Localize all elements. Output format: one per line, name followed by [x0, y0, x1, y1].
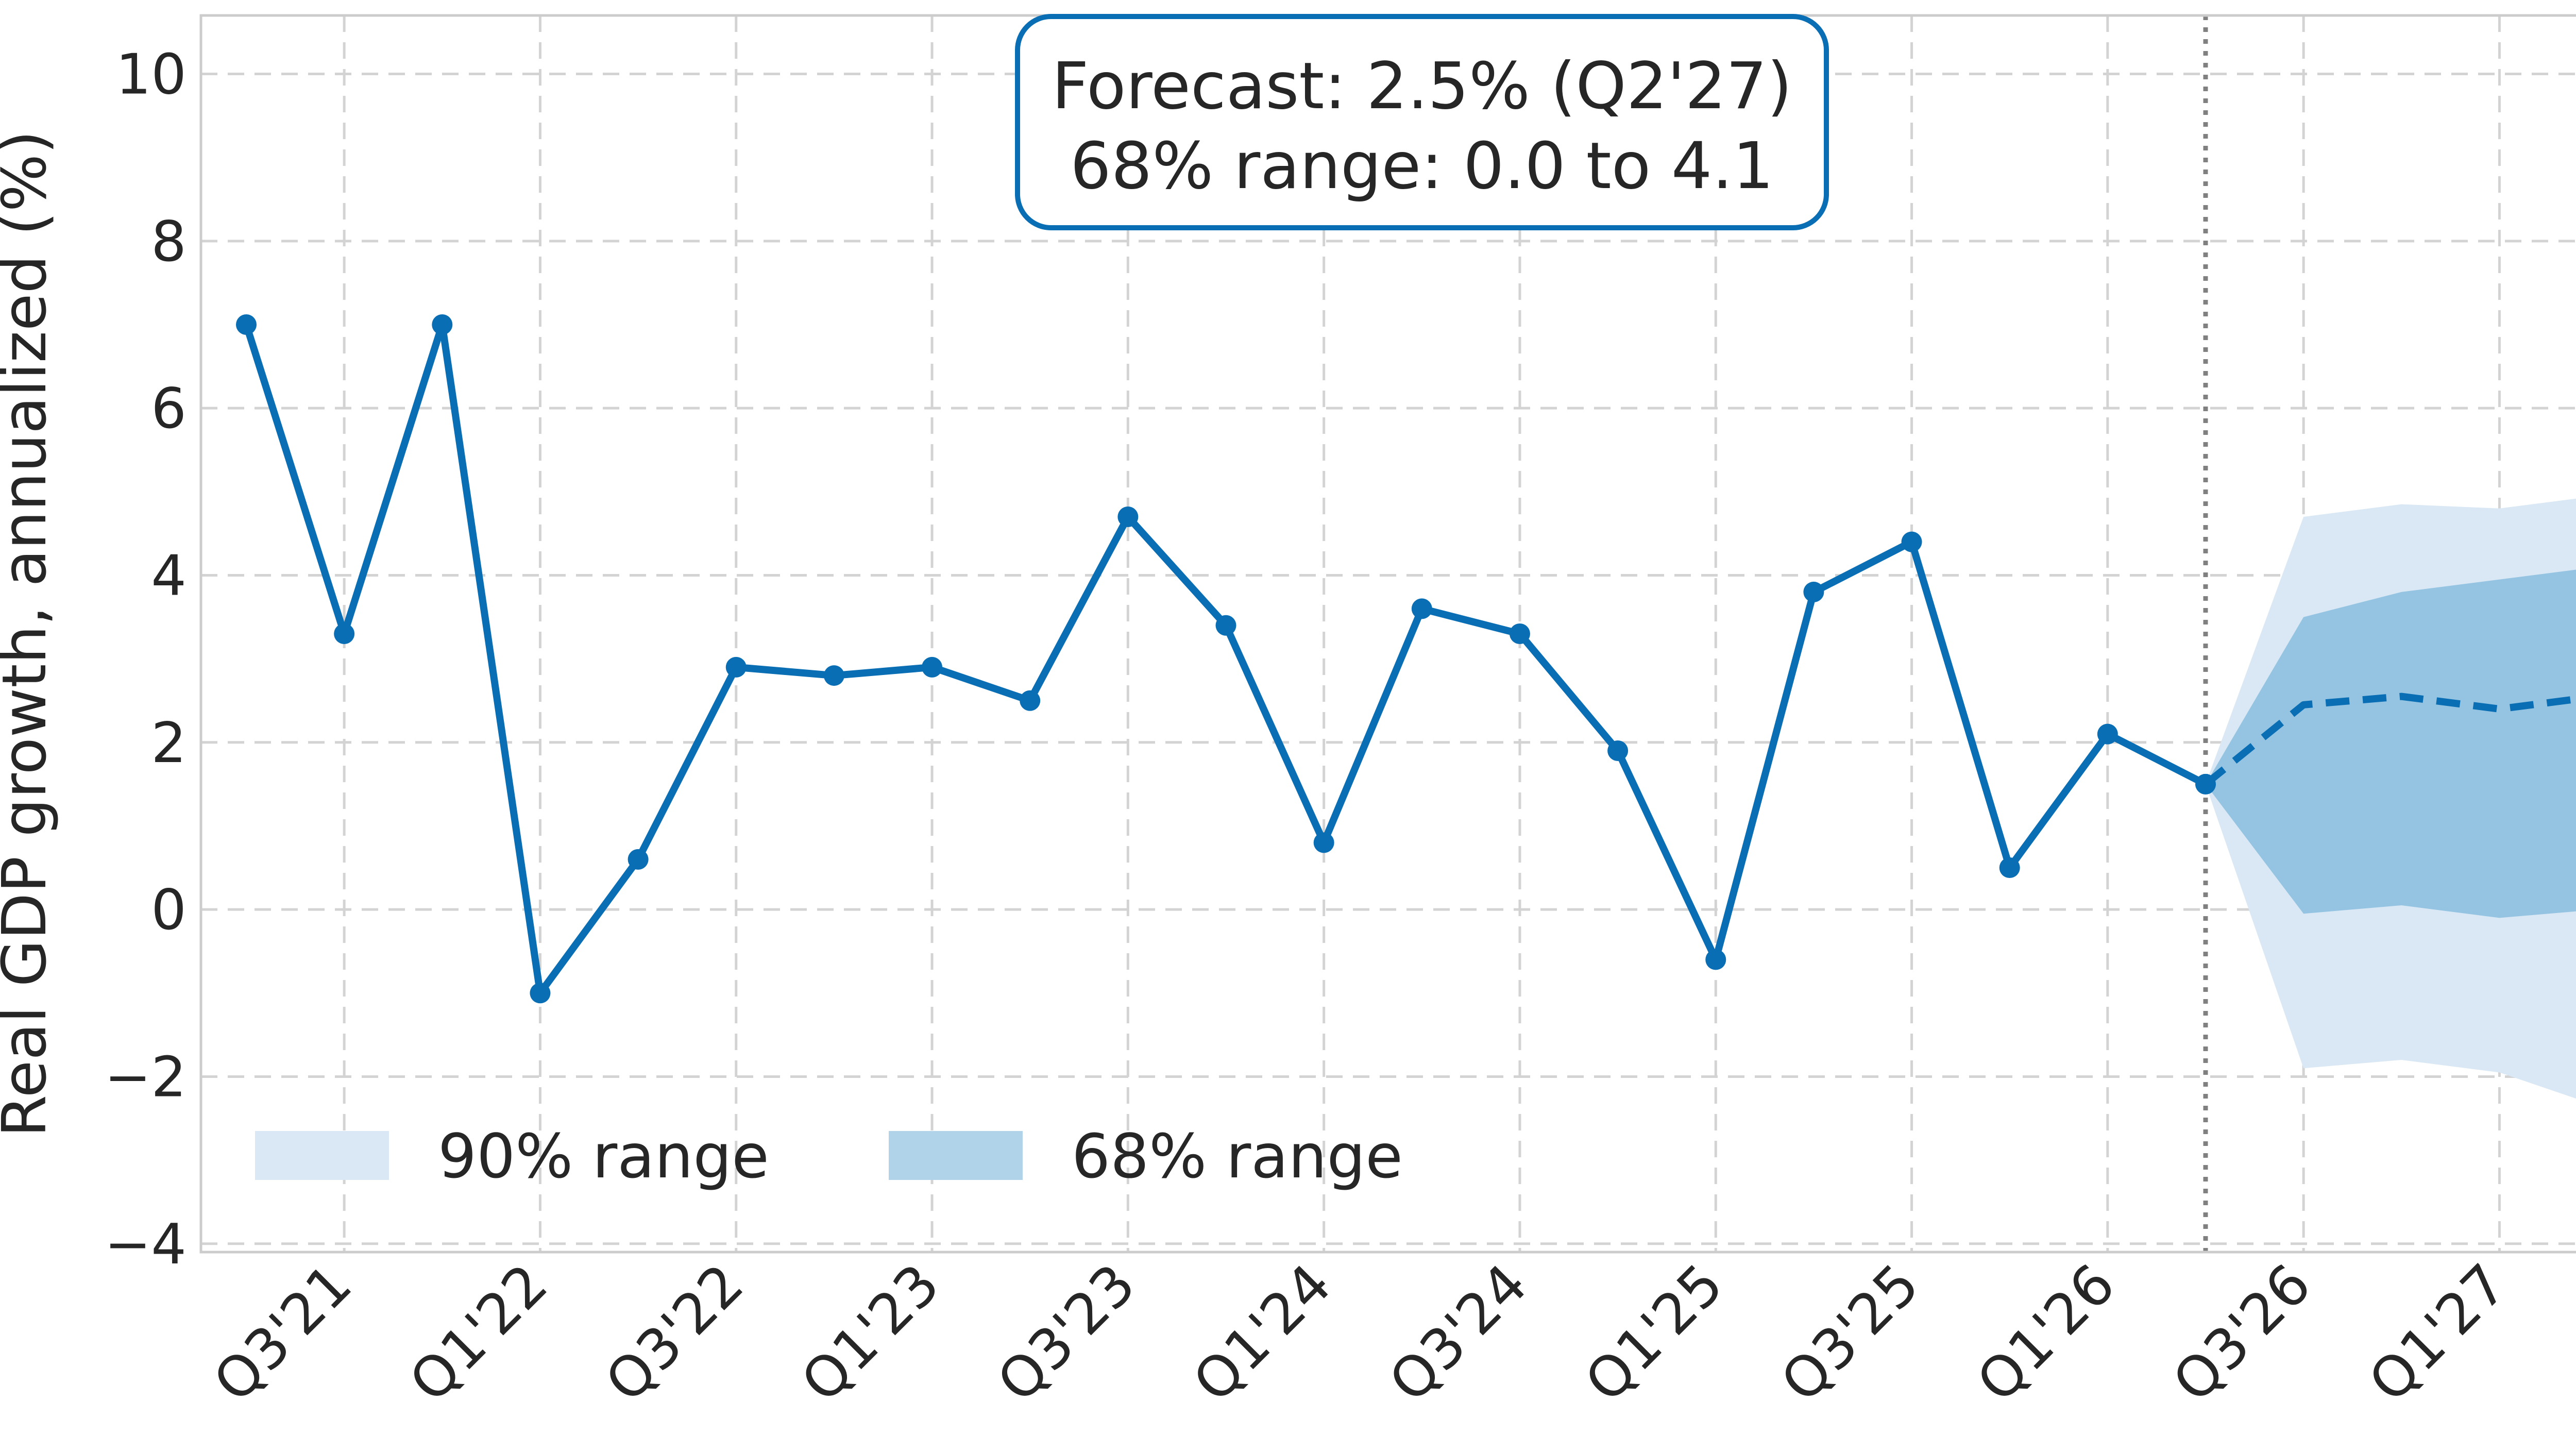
actual-point [432, 314, 453, 335]
actual-point [725, 656, 747, 678]
forecast-bands [2206, 498, 2576, 1099]
actual-point [1803, 581, 1824, 602]
actual-point [530, 983, 551, 1004]
actual-point [1607, 740, 1629, 762]
y-tick-label: 6 [151, 377, 187, 441]
annotation-box [1015, 14, 1829, 230]
annotation-line-2: 68% range: 0.0 to 4.1 [1070, 129, 1773, 204]
actual-point [2097, 723, 2118, 745]
legend: 90% range 68% range [255, 1121, 1403, 1192]
actual-point [1020, 690, 1041, 711]
y-tick-label: −2 [105, 1045, 187, 1109]
actual-point [1215, 615, 1236, 636]
actual-point [1411, 598, 1432, 619]
y-tick-label: 0 [151, 878, 187, 942]
actual-point [1705, 949, 1726, 970]
y-tick-label: 10 [116, 43, 187, 107]
actual-point [1509, 623, 1530, 644]
forecast-series-line [2203, 693, 2576, 787]
y-tick-label: −4 [105, 1212, 187, 1277]
actual-series-points [236, 314, 2216, 1004]
legend-label-68-range: 68% range [1072, 1121, 1403, 1192]
actual-point [1999, 857, 2020, 879]
actual-point [236, 314, 257, 335]
y-tick-label: 2 [151, 711, 187, 775]
actual-point [823, 665, 844, 686]
legend-swatch-68-range [889, 1131, 1023, 1180]
forecast-annotation: Forecast: 2.5% (Q2'27) 68% range: 0.0 to… [1015, 14, 1829, 230]
actual-point [1901, 531, 1922, 552]
legend-swatch-90-range [255, 1131, 389, 1180]
annotation-line-1: Forecast: 2.5% (Q2'27) [1052, 49, 1792, 124]
actual-point [1117, 506, 1139, 527]
y-axis-ticks: −4 −2 0 2 4 6 8 10 [105, 43, 187, 1277]
actual-point [922, 656, 943, 678]
actual-point [1313, 832, 1334, 853]
actual-point [628, 849, 649, 870]
legend-label-90-range: 90% range [438, 1121, 769, 1192]
band-68-range [2206, 569, 2576, 918]
y-tick-label: 4 [151, 544, 187, 608]
actual-point [334, 623, 355, 644]
y-tick-label: 8 [151, 210, 187, 274]
y-axis-label: Real GDP growth, annualized (%) [0, 130, 60, 1137]
